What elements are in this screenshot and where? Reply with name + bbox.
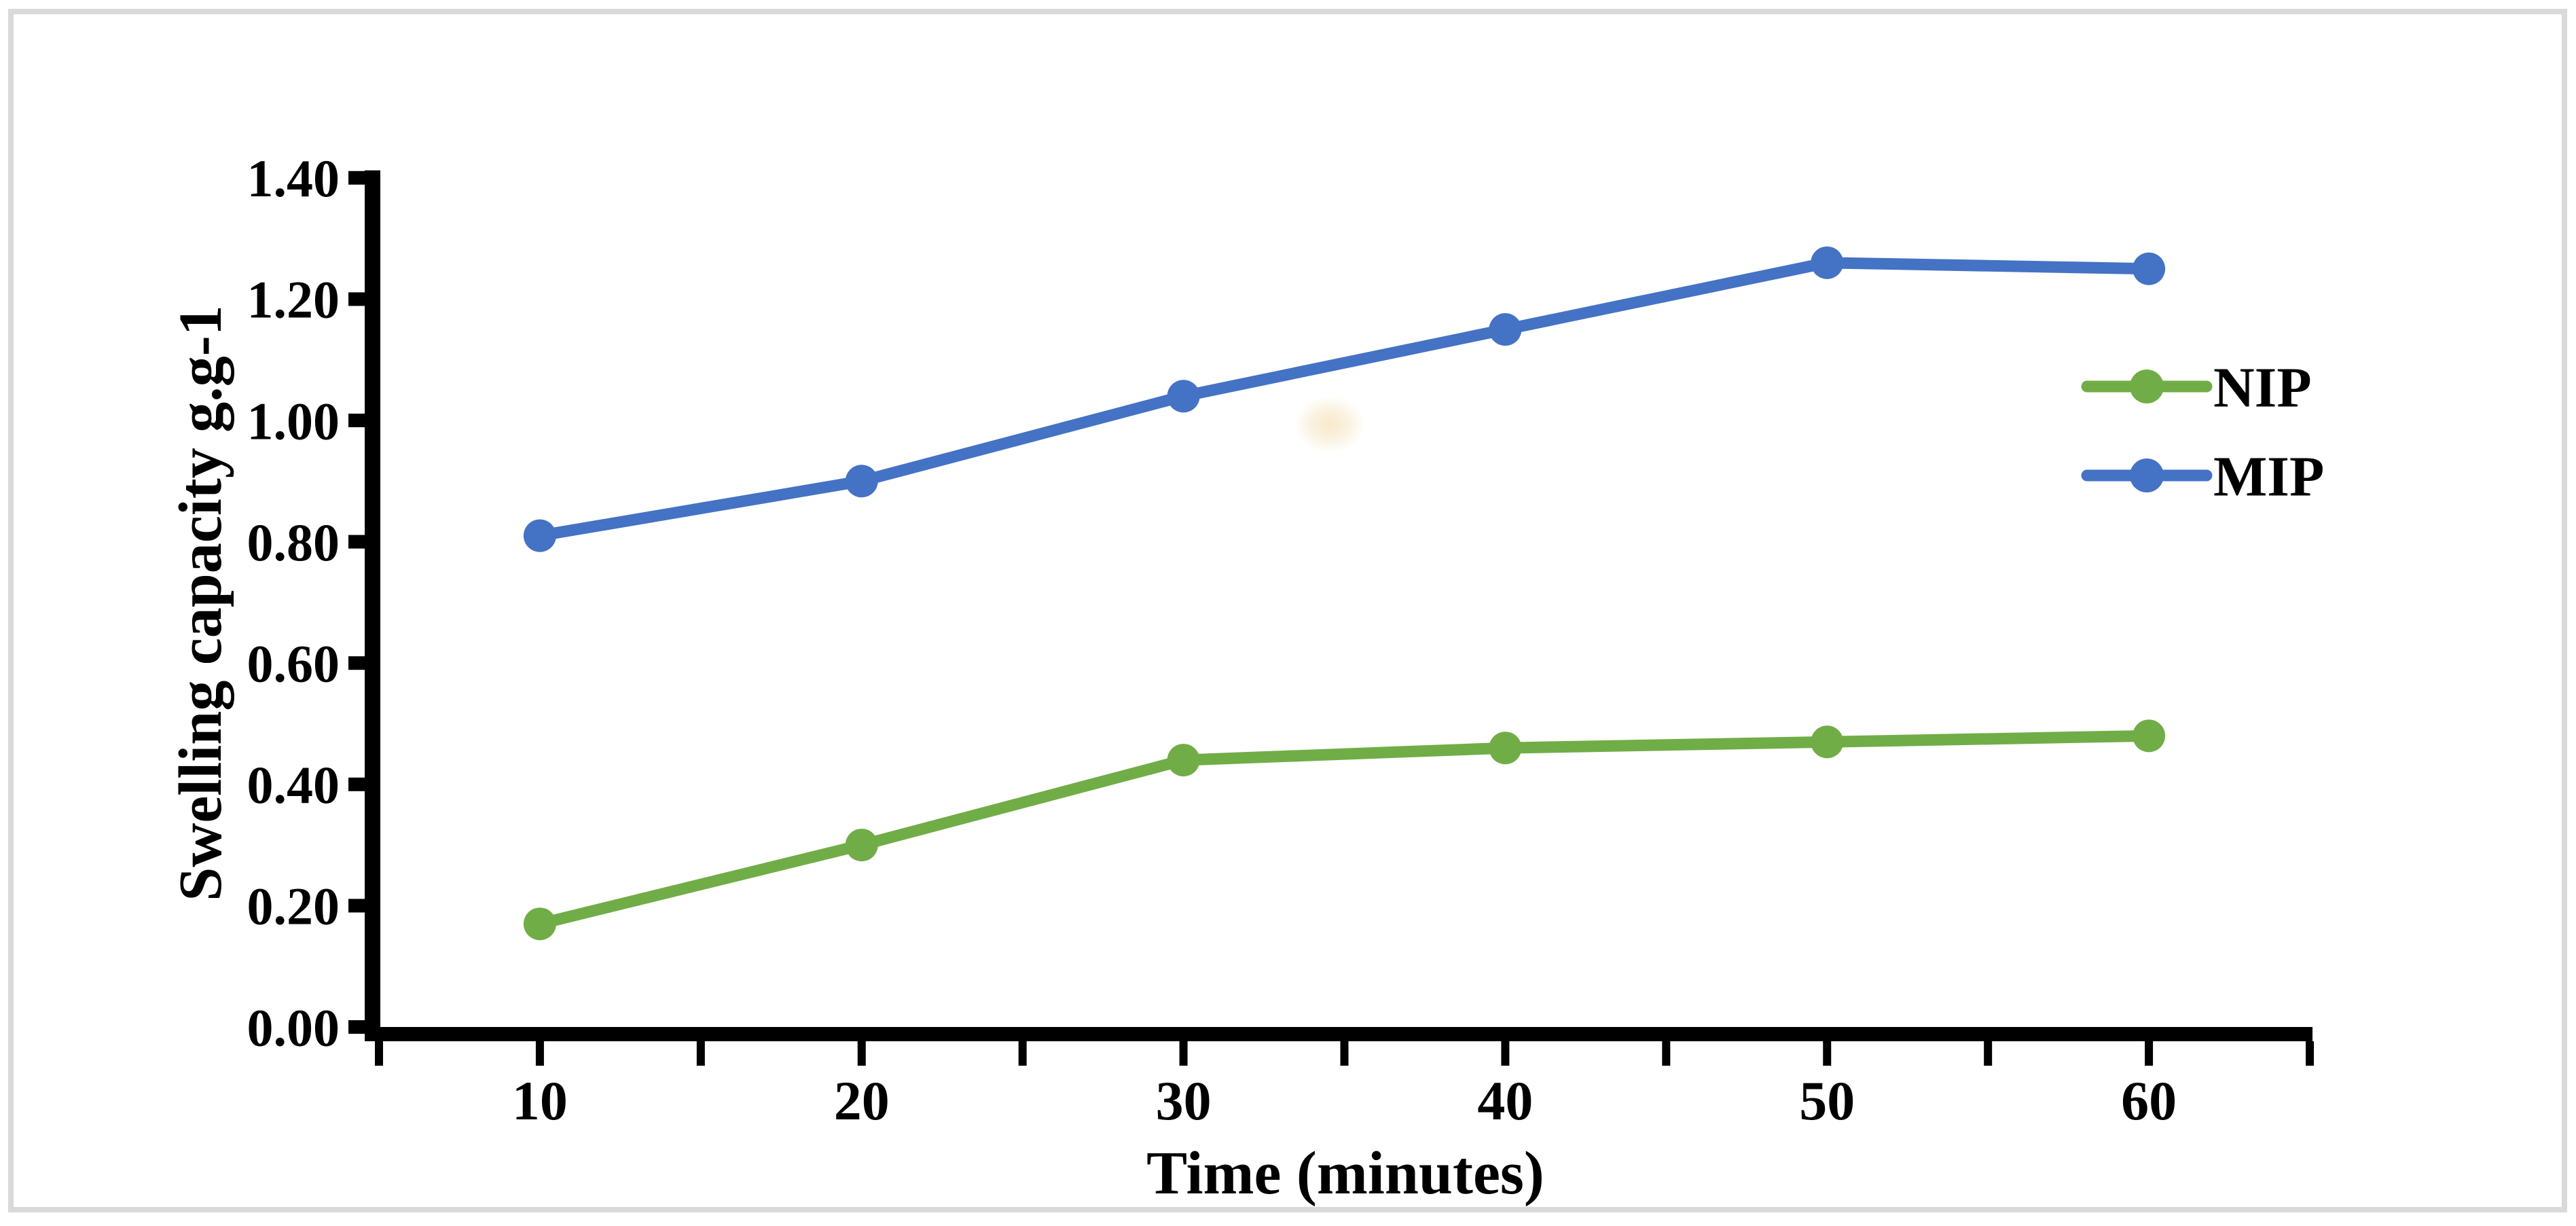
data-point-marker-mip [1489,313,1522,346]
x-tick-label: 10 [512,1070,568,1132]
series-mip [523,246,2166,552]
x-axis-title: Time (minutes) [1146,1140,1544,1207]
y-axis-tick [348,535,365,549]
figure-frame [8,9,2567,1212]
y-tick-label: 0.20 [247,877,340,936]
data-point-marker-nip [1811,725,1844,759]
x-axis-tick [1179,1041,1188,1066]
legend-label: MIP [2213,445,2324,508]
y-tick-label: 0.00 [247,998,340,1057]
x-axis-tick [1018,1041,1027,1066]
y-axis-tick [348,170,365,185]
series-line-nip [534,729,2155,930]
y-tick-label: 1.40 [247,149,340,208]
x-axis-tick [535,1041,544,1066]
legend-item-nip: NIP [2081,356,2312,419]
x-axis-tick [375,1041,383,1066]
y-axis-tick [348,777,365,791]
x-axis-line [379,1027,2312,1041]
axes: 0.00 0.20 0.40 0.60 0.80 1.00 1.20 1.40 10 20 30 40… [247,149,2314,1132]
legend-label: NIP [2213,356,2312,419]
y-axis-tick [348,899,365,913]
x-axis-tick [2306,1041,2314,1066]
y-axis-title: Swelling capacity g.g-1 [167,305,234,901]
data-point-marker-nip [845,829,878,862]
x-axis-tick [1984,1041,1993,1066]
y-tick-label: 0.60 [247,634,340,693]
x-axis-tick [1662,1041,1671,1066]
y-axis-tick [348,292,365,306]
y-axis-tick [348,1020,365,1034]
y-tick-label: 0.80 [247,513,340,572]
highlighter-smudge-artifact [1294,396,1365,453]
data-point-marker-mip [2133,252,2166,285]
x-axis-tick [857,1041,866,1066]
series-nip [523,719,2166,941]
x-tick-label: 40 [1477,1070,1533,1132]
data-point-marker-mip [845,465,878,498]
y-axis-tick [348,414,365,427]
x-axis-tick [1501,1041,1510,1066]
data-point-marker-mip [1167,380,1200,413]
x-axis-tick [1340,1041,1349,1066]
y-tick-label: 1.20 [247,270,340,329]
legend-marker [2130,369,2164,403]
data-point-marker-mip [1811,246,1844,279]
x-axis-tick [696,1041,705,1066]
legend-marker [2130,458,2164,492]
x-tick-label: 20 [834,1070,890,1132]
series-line-mip [534,257,2155,542]
x-tick-label: 60 [2121,1070,2177,1132]
y-tick-label: 1.00 [247,391,340,450]
legend-item-mip: MIP [2081,445,2324,508]
x-axis-tick [2145,1041,2154,1066]
data-point-marker-nip [2133,719,2166,753]
x-tick-label: 30 [1156,1070,1212,1132]
data-point-marker-nip [1489,732,1522,765]
y-axis-tick [348,656,365,670]
data-series-layer [523,246,2166,941]
y-axis-line [365,170,380,1041]
x-axis-tick [1823,1041,1832,1066]
x-tick-label: 50 [1799,1070,1855,1132]
data-point-marker-mip [523,519,556,552]
y-tick-label: 0.40 [247,755,340,814]
data-point-marker-nip [523,907,556,941]
data-point-marker-nip [1167,744,1200,777]
legend: NIP MIP [2081,356,2324,508]
